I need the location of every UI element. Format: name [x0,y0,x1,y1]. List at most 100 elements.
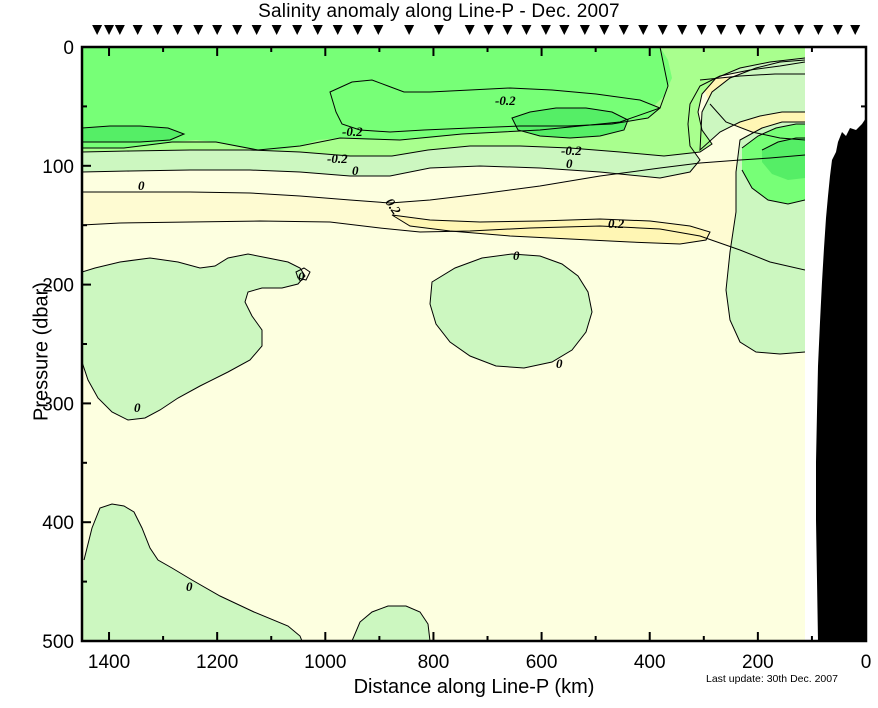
station-marker-23 [559,25,570,35]
y-tick-label-300: 300 [42,394,74,415]
x-tick-label-200: 200 [742,652,774,673]
station-marker-13 [332,25,343,35]
band--0.4-core-nearshore [762,138,805,180]
station-marker-12 [312,25,323,35]
contour--0.4-right [511,107,629,139]
y-axis-tick-labels: 0 100 200 300 400 500 [42,38,74,653]
contour-0-blob-centre [429,253,593,369]
station-marker-29 [677,25,688,35]
contour-label-0-d: 0 [513,248,520,263]
station-marker-36 [813,25,824,35]
x-tick-label-1400: 1400 [88,652,130,673]
station-marker-32 [735,25,746,35]
contour-fills [82,47,805,641]
contour-0-bottom-bump [351,605,431,641]
x-axis-tick-labels: 1400 1200 1000 800 600 400 200 0 [88,652,871,673]
y-tick-label-200: 200 [42,276,74,297]
x-axis-label: Distance along Line-P (km) [353,676,595,698]
station-marker-2 [114,25,125,35]
station-marker-28 [657,25,668,35]
contour--0.4-left [82,125,186,143]
band-0.1-to-0.2 [82,155,805,270]
station-marker-3 [132,25,143,35]
contour-label--0.2-d: -0.2 [561,143,582,158]
station-marker-30 [696,25,707,35]
contour-label-0-g: 0 [186,579,193,594]
station-marker-10 [271,25,282,35]
bathymetry-wedge [816,118,866,641]
band--0.1-deep-wedge [82,504,302,641]
contour-0-right-column [725,121,805,355]
station-marker-35 [793,25,804,35]
x-axis-ticks [108,47,867,641]
y-tick-label-0: 0 [63,38,74,59]
band--0.4-core-right [512,108,628,138]
station-marker-7 [212,25,223,35]
contour-labels: -0.2 -0.2 -0.2 -0.2 0 0 0 0.2 0.2 0 0 0 … [134,93,625,594]
station-marker-5 [172,25,183,35]
station-marker-8 [232,25,243,35]
contour--0.3-main [82,47,669,151]
station-marker-33 [755,25,766,35]
band--0.1-right-column2 [700,60,805,150]
station-marker-1 [104,25,115,35]
station-marker-34 [774,25,785,35]
y-tick-label-400: 400 [42,513,74,534]
contour--0.1-main [82,61,805,179]
station-marker-17 [433,25,444,35]
x-tick-label-0: 0 [861,652,872,673]
chart-title: Salinity anomaly along Line-P - Dec. 200… [258,1,620,22]
station-marker-16 [404,25,415,35]
station-marker-11 [292,25,303,35]
station-marker-31 [716,25,727,35]
band-0.2-to-0.3 [392,215,710,244]
contour-0-main [82,154,805,204]
station-marker-6 [193,25,204,35]
band--0.1-blob-centre [430,254,592,368]
station-marker-18 [464,25,475,35]
contour-extra-right-lobe2 [741,169,805,205]
y-tick-label-100: 100 [42,157,74,178]
station-marker-20 [502,25,513,35]
contour-0.2-mid [391,214,711,245]
contour-label-0-b: 0 [352,163,359,178]
station-marker-14 [352,25,363,35]
contour-small-eye-205 [295,267,311,281]
contour-0.1-main [82,220,805,271]
contour-0.2-right-lobe [741,123,805,149]
contour-0.2-upperright [699,73,805,81]
contour-label-0-c: 0 [566,156,573,171]
station-marker-25 [599,25,610,35]
band--0.4-core-left [82,126,184,142]
contour-0.2-upperright-b [709,103,805,141]
contour-label-0.2-b: 0.2 [608,216,625,231]
contour-label-0-e: 0 [556,356,563,371]
station-marker-24 [579,25,590,35]
station-markers [92,25,861,35]
station-marker-37 [832,25,843,35]
contour-label--0.2-a: -0.2 [342,124,363,139]
y-tick-label-500: 500 [42,632,74,653]
contour-label--0.2-b: -0.2 [495,93,516,108]
band--0.1-blob-left-deep [82,254,305,420]
station-marker-26 [618,25,629,35]
x-tick-label-600: 600 [526,652,558,673]
station-marker-21 [521,25,532,35]
y-axis-ticks [82,46,866,642]
station-marker-38 [850,25,861,35]
band--0.1-bottom-bump [352,606,430,641]
contour-0-blob-left [82,253,306,421]
contour-label-0-f: 0 [134,400,141,415]
x-tick-label-800: 800 [418,652,450,673]
station-marker-0 [92,25,103,35]
contour-lines [82,47,805,641]
contour--0.1-right-column [699,59,805,152]
station-marker-4 [152,25,163,35]
contour-label-0-h: 0 [298,269,305,284]
contour-0-deep-wedge [83,503,303,641]
station-marker-27 [638,25,649,35]
station-marker-15 [373,25,384,35]
contour--0.2-main [82,57,805,157]
